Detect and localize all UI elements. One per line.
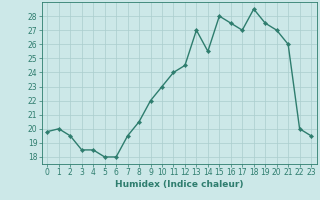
X-axis label: Humidex (Indice chaleur): Humidex (Indice chaleur): [115, 180, 244, 189]
